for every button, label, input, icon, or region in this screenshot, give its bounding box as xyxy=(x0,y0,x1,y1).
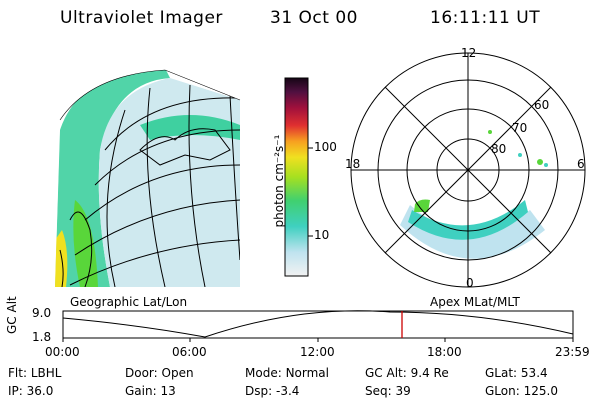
mlt-label-6: 6 xyxy=(577,157,585,171)
apex-panel-label: Apex MLat/MLT xyxy=(430,295,520,309)
date-label: 31 Oct 00 xyxy=(270,8,358,28)
status-label: Gain: xyxy=(125,384,157,398)
geographic-panel-label: Geographic Lat/Lon xyxy=(70,295,188,309)
status-mode: Mode: Normal xyxy=(245,366,329,380)
status-value: 53.4 xyxy=(520,366,548,380)
status-value: 39 xyxy=(395,384,411,398)
altitude-xtick: 12:00 xyxy=(300,345,335,359)
colorbar-unit-label: photon cm⁻²s⁻¹ xyxy=(272,134,286,228)
status-flt: Flt: LBHL xyxy=(8,366,61,380)
status-label: GLat: xyxy=(485,366,518,380)
altitude-ytick-max: 9.0 xyxy=(32,306,52,320)
status-label: Mode: xyxy=(245,366,282,380)
status-label: Seq: xyxy=(365,384,392,398)
status-label: GLon: xyxy=(485,384,520,398)
status-label: GC Alt: xyxy=(365,366,407,380)
altitude-plot xyxy=(62,310,574,342)
status-label: IP: xyxy=(8,384,23,398)
colorbar xyxy=(284,77,309,277)
instrument-title: Ultraviolet Imager xyxy=(60,8,223,28)
status-value: 36.0 xyxy=(26,384,54,398)
status-seq: Seq: 39 xyxy=(365,384,411,398)
mlt-label-12: 12 xyxy=(461,46,477,60)
status-ip: IP: 36.0 xyxy=(8,384,53,398)
status-value: 13 xyxy=(160,384,176,398)
altitude-ylabel: GC Alt xyxy=(5,296,19,334)
status-gain: Gain: 13 xyxy=(125,384,176,398)
status-value: LBHL xyxy=(30,366,62,380)
status-label: Dsp: xyxy=(245,384,273,398)
lat-label-60: 60 xyxy=(534,98,550,112)
status-value: 125.0 xyxy=(523,384,558,398)
altitude-ytick-min: 1.8 xyxy=(32,330,52,344)
status-door: Door: Open xyxy=(125,366,194,380)
status-value: Open xyxy=(161,366,194,380)
altitude-xtick: 00:00 xyxy=(45,345,80,359)
colorbar-tick-100: 100 xyxy=(314,140,337,154)
status-value: -3.4 xyxy=(275,384,300,398)
lat-label-70: 70 xyxy=(512,121,528,135)
altitude-xtick: 23:59 xyxy=(555,345,590,359)
time-label: 16:11:11 UT xyxy=(430,8,541,28)
polar-plot xyxy=(350,52,586,288)
status-glon: GLon: 125.0 xyxy=(485,384,558,398)
status-label: Door: xyxy=(125,366,158,380)
status-dsp: Dsp: -3.4 xyxy=(245,384,299,398)
status-value: Normal xyxy=(285,366,329,380)
status-value: 9.4 Re xyxy=(410,366,449,380)
mlt-label-0: 0 xyxy=(466,276,474,290)
colorbar-tick-10: 10 xyxy=(314,228,330,242)
lat-label-80: 80 xyxy=(491,142,507,156)
altitude-xtick: 18:00 xyxy=(427,345,462,359)
status-label: Flt: xyxy=(8,366,27,380)
mlt-label-18: 18 xyxy=(345,157,361,171)
altitude-xtick: 06:00 xyxy=(172,345,207,359)
status-glat: GLat: 53.4 xyxy=(485,366,548,380)
geographic-image xyxy=(55,70,240,287)
status-gc-alt: GC Alt: 9.4 Re xyxy=(365,366,449,380)
